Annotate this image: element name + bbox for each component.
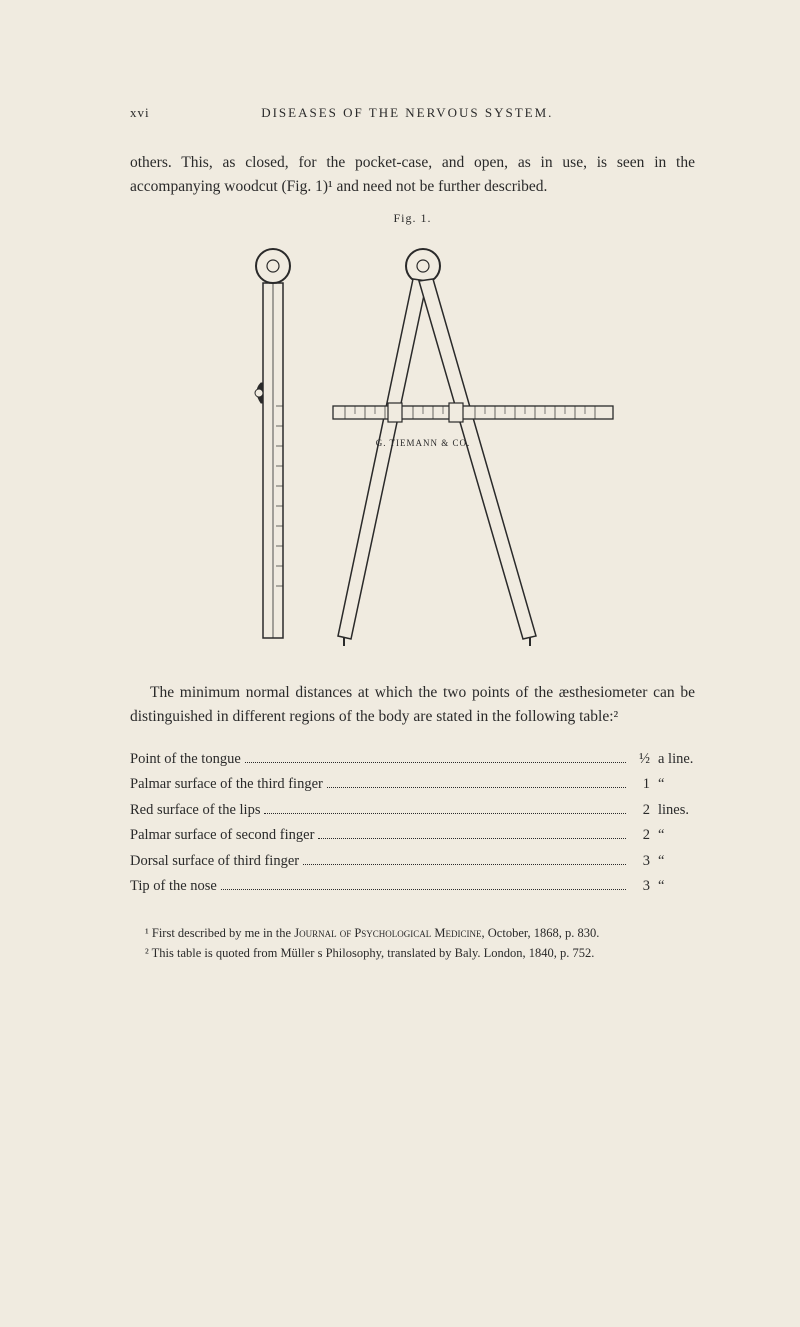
footnotes: ¹ First described by me in the Journal o… xyxy=(130,924,695,962)
paragraph-1: others. This, as closed, for the pocket-… xyxy=(130,151,695,199)
open-instrument: G. TIEMANN & CO. xyxy=(333,249,613,646)
table-row: Palmar surface of the third finger 1 “ xyxy=(130,772,695,797)
footnote-1: ¹ First described by me in the Journal o… xyxy=(130,924,695,942)
paragraph-2: The minimum normal distances at which th… xyxy=(130,681,695,729)
figure-aesthesiometer: G. TIEMANN & CO. xyxy=(130,231,695,661)
page-header: xvi DISEASES OF THE NERVOUS SYSTEM. xyxy=(130,105,695,121)
table-row: Point of the tongue ½ a line. xyxy=(130,747,695,772)
table-row: Dorsal surface of third finger 3 “ xyxy=(130,849,695,874)
figure-label: Fig. 1. xyxy=(130,211,695,226)
table-row: Red surface of the lips 2 lines. xyxy=(130,798,695,823)
table-row: Palmar surface of second finger 2 “ xyxy=(130,823,695,848)
page-number: xvi xyxy=(130,105,150,121)
aesthesiometer-svg: G. TIEMANN & CO. xyxy=(203,231,623,651)
closed-instrument xyxy=(255,249,290,638)
footnote-2: ² This table is quoted from Müller s Phi… xyxy=(130,944,695,962)
distances-table: Point of the tongue ½ a line. Palmar sur… xyxy=(130,747,695,899)
header-title: DISEASES OF THE NERVOUS SYSTEM. xyxy=(150,105,665,121)
maker-text: G. TIEMANN & CO. xyxy=(375,438,470,448)
table-row: Tip of the nose 3 “ xyxy=(130,874,695,899)
